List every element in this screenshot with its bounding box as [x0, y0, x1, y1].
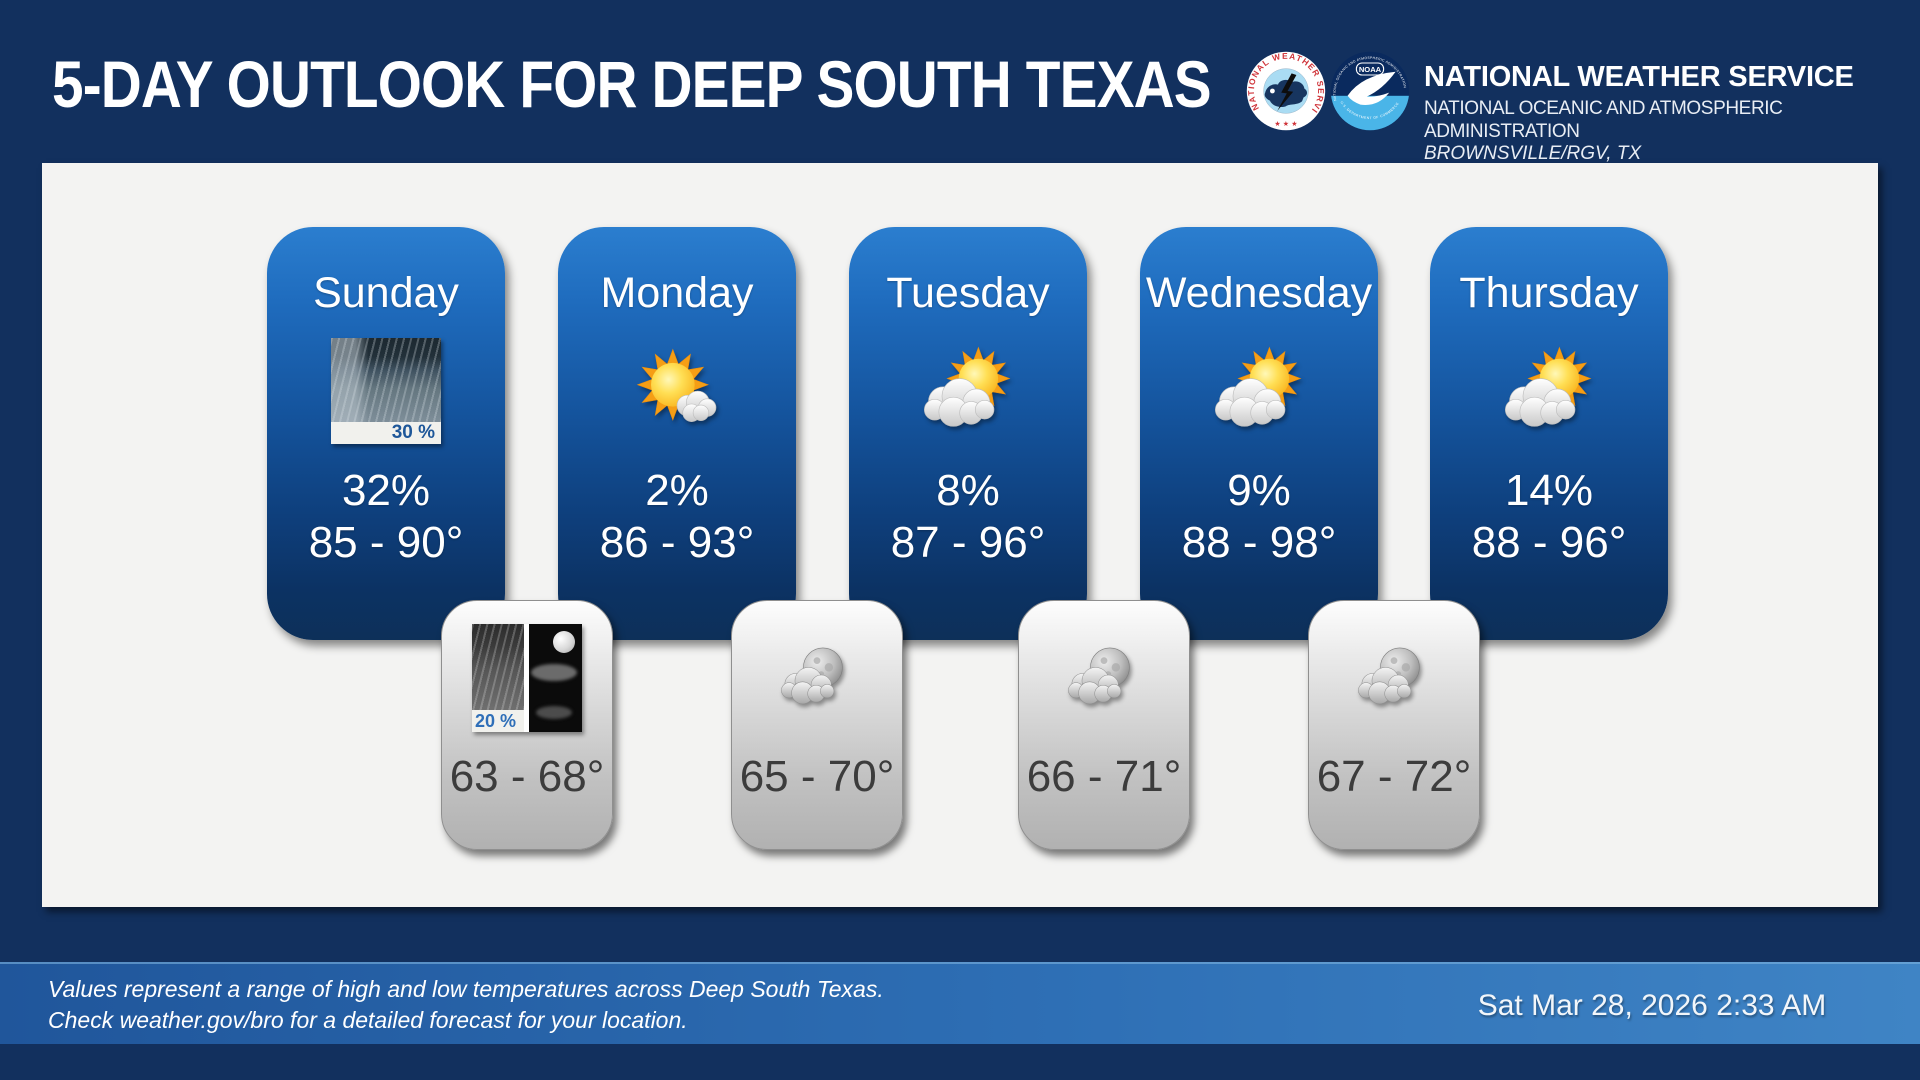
- office-location: BROWNSVILLE/RGV, TX: [1424, 143, 1642, 164]
- day-card-wednesday: Wednesday 9% 88 - 98°: [1140, 227, 1378, 640]
- icon-pop-label: 30 %: [331, 422, 441, 444]
- day-card-thursday: Thursday 14% 88 - 96°: [1430, 227, 1668, 640]
- day-card-tuesday: Tuesday 8% 87 - 96°: [849, 227, 1087, 640]
- cloud-icon: [536, 706, 572, 719]
- night-temp-range: 66 - 71°: [1026, 752, 1182, 801]
- night-temp-range: 65 - 70°: [739, 752, 895, 801]
- mostly-cloudy-night-icon: [1309, 617, 1479, 739]
- precip-chance: 14%: [1504, 466, 1594, 515]
- mostly-cloudy-night-icon: [732, 617, 902, 739]
- mostly-cloudy-night-icon: [1019, 617, 1189, 739]
- cloud-icon: [531, 664, 577, 681]
- noaa-logo-text: NOAA: [1359, 65, 1382, 74]
- showers-then-clearing-night-icon: 20 %: [442, 617, 612, 739]
- day-name: Monday: [600, 269, 754, 317]
- day-name: Tuesday: [886, 269, 1050, 317]
- night-card-sunday: 20 % 63 - 68°: [441, 600, 613, 850]
- timestamp: Sat Mar 28, 2026 2:33 AM: [1477, 989, 1827, 1022]
- footer-note-line2: Check weather.gov/bro for a detailed for…: [48, 1007, 688, 1033]
- rain-image: [331, 338, 441, 422]
- nws-logo-icon: NATIONAL WEATHER SERVICE ★ ★ ★: [1246, 51, 1326, 131]
- precip-chance: 2%: [645, 466, 709, 515]
- night-rain-image: [472, 624, 524, 710]
- day-name: Sunday: [313, 269, 459, 317]
- temp-range: 85 - 90°: [308, 518, 464, 567]
- night-sky-image: [529, 624, 582, 732]
- day-name: Wednesday: [1145, 269, 1373, 317]
- night-card-monday: 65 - 70°: [731, 600, 903, 850]
- footer-note: Values represent a range of high and low…: [48, 974, 884, 1036]
- agency-name: NATIONAL WEATHER SERVICE: [1424, 61, 1854, 93]
- agency-text-block: NATIONAL WEATHER SERVICE NATIONAL OCEANI…: [1424, 62, 1920, 165]
- partly-cloudy-icon: [1140, 331, 1378, 451]
- icon-pop-label: 20 %: [472, 710, 524, 732]
- noaa-logo-icon: NOAA NATIONAL OCEANIC AND ATMOSPHERIC AD…: [1330, 51, 1410, 131]
- temp-range: 88 - 96°: [1471, 518, 1627, 567]
- temp-range: 88 - 98°: [1181, 518, 1337, 567]
- precip-chance: 9%: [1227, 466, 1291, 515]
- mostly-sunny-icon: [558, 331, 796, 451]
- moon-icon: [553, 631, 575, 653]
- page-title: 5-DAY OUTLOOK FOR DEEP SOUTH TEXAS: [52, 47, 1212, 121]
- day-name: Thursday: [1459, 269, 1639, 317]
- partly-cloudy-icon: [849, 331, 1087, 451]
- precip-chance: 8%: [936, 466, 1000, 515]
- night-temp-range: 67 - 72°: [1316, 752, 1472, 801]
- day-card-sunday: Sunday 30 % 32% 85 - 90°: [267, 227, 505, 640]
- partly-cloudy-icon: [1430, 331, 1668, 451]
- night-card-wednesday: 67 - 72°: [1308, 600, 1480, 850]
- agency-parent: NATIONAL OCEANIC AND ATMOSPHERIC ADMINIS…: [1424, 98, 1783, 142]
- precip-chance: 32%: [341, 466, 431, 515]
- chance-showers-icon: 30 %: [267, 331, 505, 451]
- footer-bar: Values represent a range of high and low…: [0, 962, 1920, 1044]
- day-card-monday: Monday 2% 86 - 93°: [558, 227, 796, 640]
- night-temp-range: 63 - 68°: [449, 752, 605, 801]
- night-card-tuesday: 66 - 71°: [1018, 600, 1190, 850]
- temp-range: 87 - 96°: [890, 518, 1046, 567]
- temp-range: 86 - 93°: [599, 518, 755, 567]
- footer-note-line1: Values represent a range of high and low…: [48, 976, 884, 1002]
- nws-stars: ★ ★ ★: [1274, 119, 1297, 128]
